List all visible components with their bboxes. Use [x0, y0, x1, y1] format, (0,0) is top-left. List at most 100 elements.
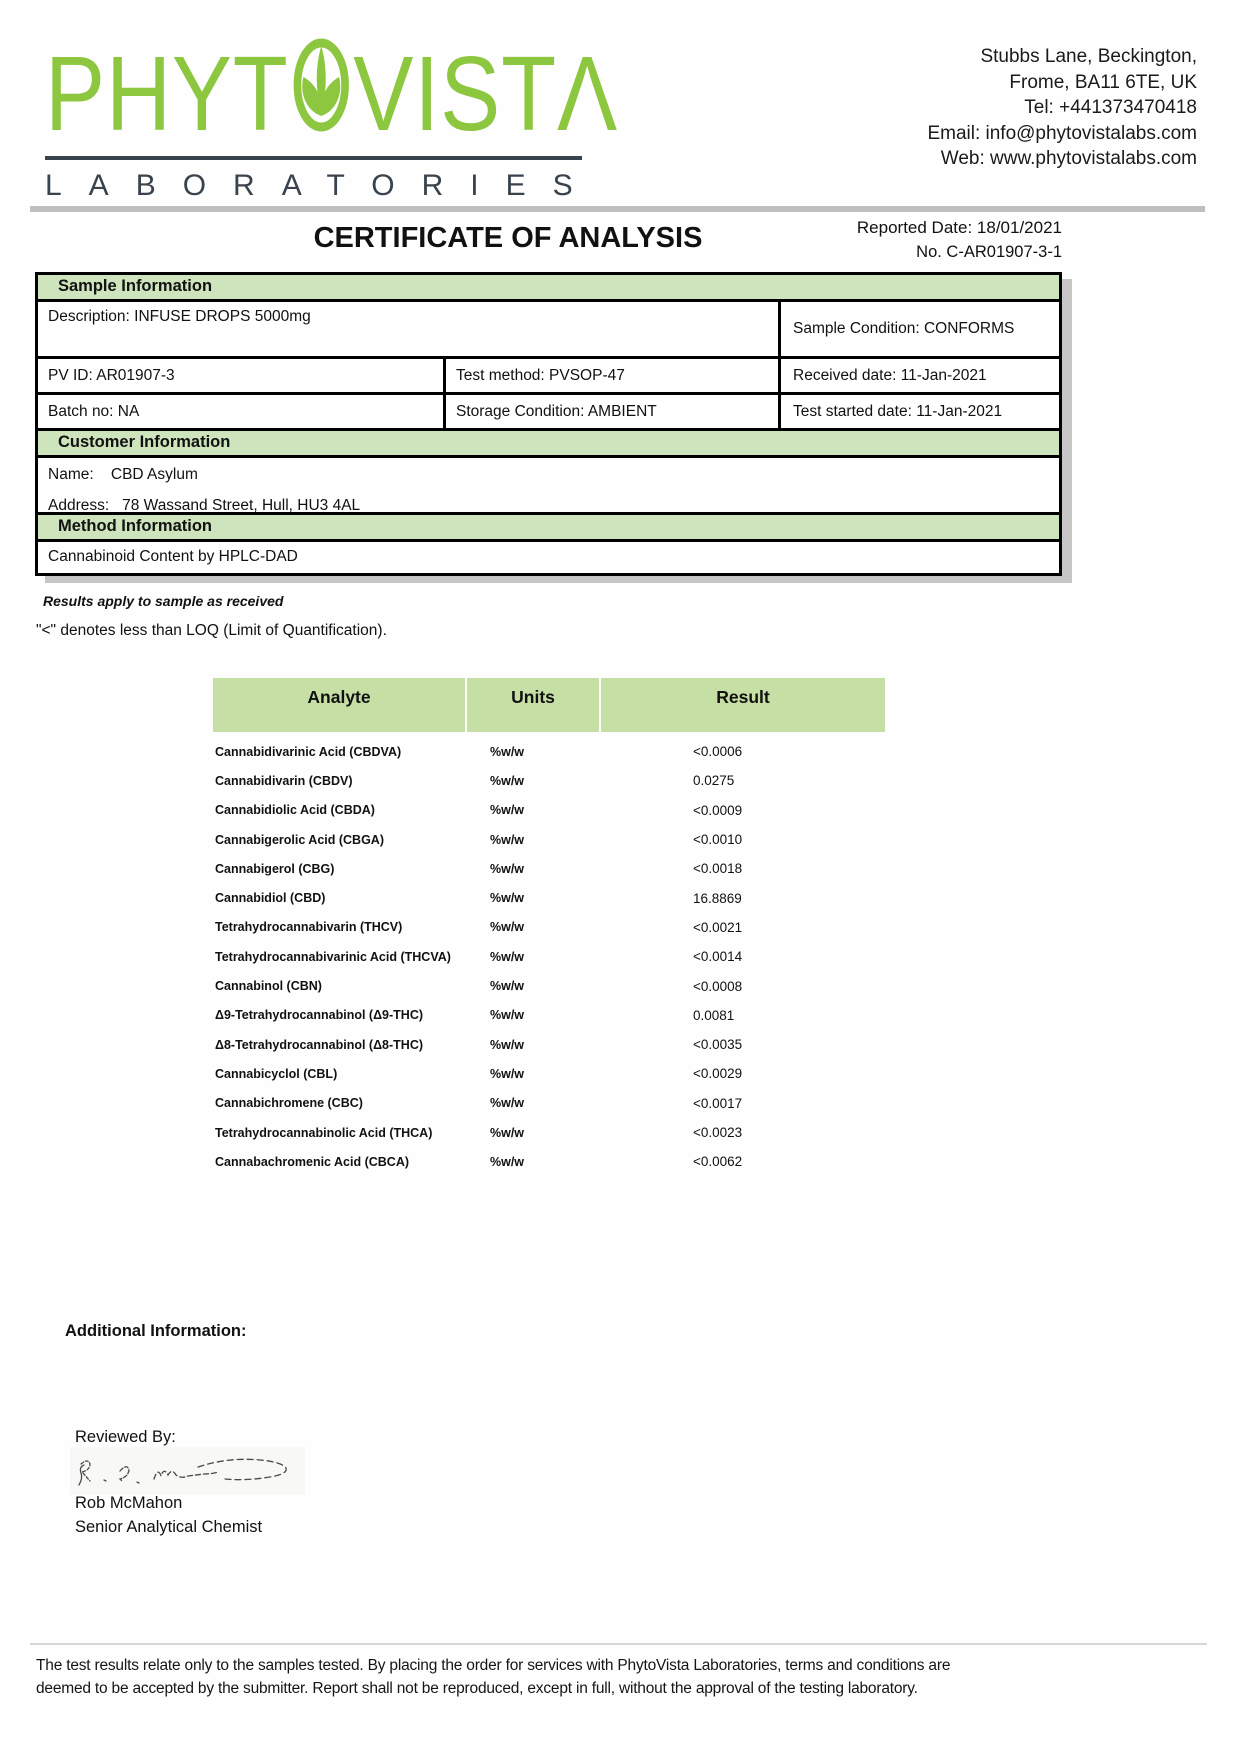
- contact-email: Email: info@phytovistalabs.com: [927, 122, 1197, 144]
- pv-id: PV ID: AR01907-3: [38, 359, 446, 392]
- analyte-cell: Cannabidiolic Acid (CBDA): [215, 803, 375, 818]
- test-started-date: Test started date: 11-Jan-2021: [793, 402, 1003, 420]
- method-description: Cannabinoid Content by HPLC-DAD: [48, 548, 298, 565]
- customer-address: Address: 78 Wassand Street, Hull, HU3 4A…: [48, 497, 361, 514]
- result-cell: <0.0014: [693, 949, 743, 965]
- test-method: Test method: PVSOP-47: [446, 359, 781, 392]
- analyte-cell: Tetrahydrocannabivarinic Acid (THCVA): [215, 949, 451, 964]
- analyte-cell: Cannabinol (CBN): [215, 979, 322, 994]
- analyte-cell: Cannabidivarinic Acid (CBDVA): [215, 744, 402, 759]
- sample-info-row-2: PV ID: AR01907-3 Test method: PVSOP-47 R…: [38, 359, 1059, 395]
- sample-info-row-3: Batch no: NA Storage Condition: AMBIENT …: [38, 395, 1059, 431]
- table-row: Cannabidivarin (CBDV) %w/w 0.0275: [213, 766, 885, 795]
- table-row: Cannabichromene (CBC) %w/w <0.0017: [213, 1089, 885, 1118]
- contact-info: Stubbs Lane, Beckington, Frome, BA11 6TE…: [927, 44, 1197, 172]
- footer-line-2: deemed to be accepted by the submitter. …: [36, 1680, 918, 1697]
- table-row: Cannabidiolic Acid (CBDA) %w/w <0.0009: [213, 796, 885, 825]
- table-row: Cannabachromenic Acid (CBCA) %w/w <0.006…: [213, 1147, 885, 1176]
- table-row: Cannabinol (CBN) %w/w <0.0008: [213, 971, 885, 1000]
- units-cell: %w/w: [490, 803, 525, 818]
- units-cell: %w/w: [490, 979, 525, 994]
- result-cell: <0.0006: [693, 744, 743, 760]
- analyte-cell: Δ9-Tetrahydrocannabinol (Δ9-THC): [215, 1008, 424, 1023]
- analyte-cell: Cannabidiol (CBD): [215, 891, 326, 906]
- table-row: Tetrahydrocannabivarin (THCV) %w/w <0.00…: [213, 913, 885, 942]
- company-logo: PHYT VISTΛ LABORATORIES: [45, 34, 617, 203]
- result-cell: <0.0009: [693, 802, 743, 818]
- units-cell: %w/w: [490, 832, 525, 847]
- logo-text-after: VISTΛ: [353, 34, 618, 153]
- results-table: Analyte Units Result Cannabidivarinic Ac…: [213, 678, 885, 1176]
- units-cell: %w/w: [490, 773, 525, 788]
- units-cell: %w/w: [490, 891, 525, 906]
- signature-image: [70, 1447, 305, 1495]
- result-cell: <0.0062: [693, 1154, 743, 1170]
- units-cell: %w/w: [490, 920, 525, 935]
- additional-information-label: Additional Information:: [65, 1322, 247, 1340]
- units-cell: %w/w: [490, 949, 525, 964]
- received-date: Received date: 11-Jan-2021: [793, 366, 987, 384]
- units-cell: %w/w: [490, 1066, 525, 1081]
- analyte-cell: Cannabidivarin (CBDV): [215, 773, 353, 788]
- customer-info-content: Name: CBD Asylum Address: 78 Wassand Str…: [38, 458, 1059, 515]
- header-divider: [30, 206, 1205, 212]
- column-header-units: Units: [467, 678, 599, 732]
- storage-condition: Storage Condition: AMBIENT: [446, 395, 781, 428]
- table-row: Δ8-Tetrahydrocannabinol (Δ8-THC) %w/w <0…: [213, 1030, 885, 1059]
- table-row: Cannabidiol (CBD) %w/w 16.8869: [213, 883, 885, 912]
- footer-line-1: The test results relate only to the samp…: [36, 1657, 951, 1674]
- table-row: Cannabigerol (CBG) %w/w <0.0018: [213, 854, 885, 883]
- result-cell: <0.0035: [693, 1037, 743, 1053]
- result-cell: 0.0275: [693, 773, 735, 789]
- units-cell: %w/w: [490, 1154, 525, 1169]
- analyte-cell: Cannabachromenic Acid (CBCA): [215, 1154, 410, 1169]
- information-box: Sample Information Description: INFUSE D…: [35, 272, 1062, 576]
- result-cell: <0.0029: [693, 1066, 743, 1082]
- leaf-logo-icon: [290, 36, 351, 151]
- contact-address-line2: Frome, BA11 6TE, UK: [1009, 71, 1197, 93]
- table-row: Tetrahydrocannabinolic Acid (THCA) %w/w …: [213, 1118, 885, 1147]
- results-note: Results apply to sample as received: [43, 593, 284, 609]
- result-cell: <0.0010: [693, 832, 743, 848]
- results-table-header: Analyte Units Result: [213, 678, 885, 732]
- analyte-cell: Cannabigerol (CBG): [215, 861, 335, 876]
- sample-information-heading: Sample Information: [38, 275, 1059, 302]
- analyte-cell: Tetrahydrocannabivarin (THCV): [215, 920, 403, 935]
- method-information-heading: Method Information: [38, 515, 1059, 542]
- reviewed-by-label: Reviewed By:: [75, 1428, 176, 1446]
- table-row: Cannabidivarinic Acid (CBDVA) %w/w <0.00…: [213, 737, 885, 766]
- units-cell: %w/w: [490, 1125, 525, 1140]
- page-title: CERTIFICATE OF ANALYSIS: [313, 222, 703, 254]
- analyte-cell: Cannabicyclol (CBL): [215, 1066, 338, 1081]
- contact-phone: Tel: +441373470418: [1024, 97, 1197, 118]
- batch-no: Batch no: NA: [38, 395, 446, 428]
- result-cell: <0.0018: [693, 861, 743, 877]
- units-cell: %w/w: [490, 744, 525, 759]
- table-row: Cannabigerolic Acid (CBGA) %w/w <0.0010: [213, 825, 885, 854]
- column-header-result: Result: [601, 678, 885, 732]
- analyte-cell: Tetrahydrocannabinolic Acid (THCA): [215, 1125, 433, 1140]
- sample-info-row-1: Description: INFUSE DROPS 5000mg Sample …: [38, 302, 1059, 359]
- logo-text-before: PHYT: [45, 34, 289, 153]
- result-cell: 16.8869: [693, 890, 742, 906]
- analyte-cell: Δ8-Tetrahydrocannabinol (Δ8-THC): [215, 1037, 424, 1052]
- units-cell: %w/w: [490, 1096, 525, 1111]
- result-cell: <0.0017: [693, 1095, 743, 1111]
- logo-wordmark: PHYT VISTΛ: [45, 34, 617, 153]
- customer-name: Name: CBD Asylum: [48, 466, 198, 483]
- units-cell: %w/w: [490, 1037, 525, 1052]
- table-row: Δ9-Tetrahydrocannabinol (Δ9-THC) %w/w 0.…: [213, 1001, 885, 1030]
- reported-date: Reported Date: 18/01/2021: [856, 218, 1062, 237]
- analyte-cell: Cannabichromene (CBC): [215, 1096, 363, 1111]
- results-table-body: Cannabidivarinic Acid (CBDVA) %w/w <0.00…: [213, 737, 885, 1176]
- result-cell: <0.0008: [693, 978, 743, 994]
- report-number: No. C-AR01907-3-1: [916, 243, 1062, 261]
- footer-divider: [30, 1643, 1207, 1645]
- result-cell: <0.0021: [693, 919, 743, 935]
- contact-web: Web: www.phytovistalabs.com: [940, 148, 1197, 169]
- units-cell: %w/w: [490, 861, 525, 876]
- footer-disclaimer: The test results relate only to the samp…: [36, 1654, 950, 1700]
- logo-subtitle: LABORATORIES: [45, 169, 600, 202]
- customer-information-heading: Customer Information: [38, 431, 1059, 458]
- report-meta: Reported Date: 18/01/2021 No. C-AR01907-…: [857, 218, 1062, 262]
